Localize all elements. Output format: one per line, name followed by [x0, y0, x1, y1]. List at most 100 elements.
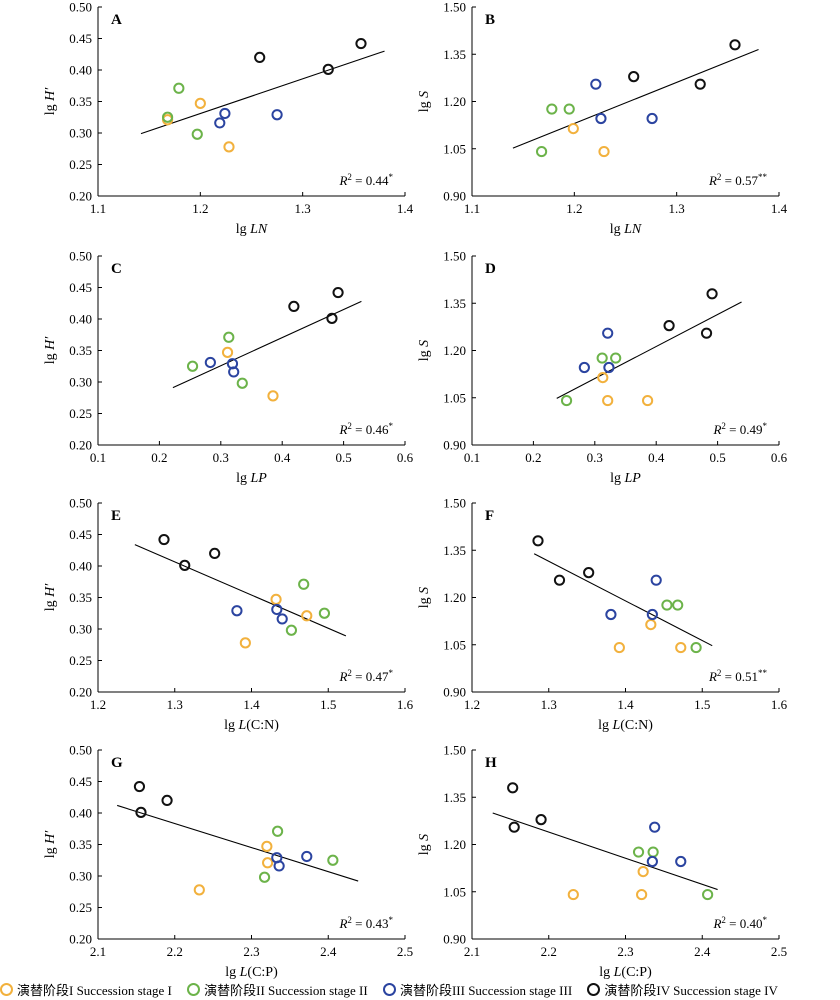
y-tick-label-f: 1.05 [443, 637, 466, 652]
r-squared-label-a: R2 = 0.44* [338, 172, 393, 188]
point-f-stage-3-2 [646, 608, 658, 621]
x-tick-label-b: 1.4 [771, 201, 788, 216]
legend-marker-stage-1 [0, 983, 13, 996]
point-f-stage-4-1 [532, 535, 544, 547]
point-a-stage-3-3 [271, 109, 283, 121]
point-h-stage-1-1 [567, 888, 579, 901]
regression-line-b [512, 49, 759, 149]
point-d-stage-2-3 [610, 352, 622, 364]
point-e-stage-1-1 [239, 637, 251, 649]
x-tick-label-f: 1.4 [617, 697, 634, 712]
point-h-stage-1-3 [637, 865, 649, 878]
point-b-stage-3-1 [590, 78, 602, 90]
y-tick-label-h: 1.20 [443, 837, 466, 852]
legend-marker-stage-2 [187, 983, 201, 996]
y-tick-label-g: 0.25 [69, 900, 92, 915]
legend-marker-stage-4 [587, 983, 601, 996]
r-squared-label-h: R2 = 0.40* [712, 915, 767, 931]
point-b-stage-4-3 [729, 39, 741, 51]
x-tick-label-c: 0.2 [151, 450, 167, 465]
y-tick-label-e: 0.45 [69, 527, 92, 542]
y-tick-label-c: 0.30 [69, 375, 92, 390]
point-e-stage-1-2 [270, 593, 282, 605]
legend-label-stage-4: 演替阶段IV Succession stage IV [604, 983, 778, 998]
panel-label-e: E [111, 508, 121, 524]
x-axis-label-c: lg LP [236, 471, 267, 486]
y-tick-label-c: 0.45 [69, 280, 92, 295]
y-tick-label-c: 0.35 [69, 343, 92, 358]
x-tick-label-a: 1.3 [295, 201, 311, 216]
x-tick-label-f: 1.3 [541, 697, 557, 712]
point-b-stage-2-3 [563, 103, 575, 115]
point-e-stage-4-2 [179, 559, 191, 571]
point-d-stage-4-1 [663, 320, 675, 332]
point-c-stage-2-1 [186, 360, 199, 372]
point-c-stage-1-2 [267, 390, 279, 402]
y-tick-label-a: 0.25 [69, 157, 92, 172]
x-tick-label-d: 0.6 [771, 450, 788, 465]
panel-label-b: B [485, 12, 495, 28]
panel-a: 0.20 0.25 0.30 0.35 0.40 0.45 0.50 1.1 1.2 1.3 1.4… [43, 0, 414, 237]
y-tick-label-f: 0.90 [443, 685, 466, 700]
point-b-stage-4-2 [694, 78, 706, 90]
y-tick-label-b: 1.35 [443, 47, 466, 62]
y-tick-label-d: 0.90 [443, 438, 466, 453]
point-g-stage-3-2 [273, 860, 285, 872]
point-d-stage-2-2 [596, 352, 608, 364]
y-axis-label-g: lg H′ [43, 830, 58, 859]
regression-line-g [117, 804, 359, 882]
panel-c: 0.20 0.25 0.30 0.35 0.40 0.45 0.50 0.1 0.2 0.3 0.4… [43, 249, 414, 487]
point-g-stage-2-1 [258, 871, 271, 883]
x-tick-label-h: 2.5 [771, 944, 787, 959]
point-a-stage-1-3 [223, 141, 235, 153]
x-tick-label-a: 1.4 [397, 201, 414, 216]
point-e-stage-2-1 [285, 624, 298, 636]
x-tick-label-d: 0.5 [709, 450, 725, 465]
point-e-stage-2-3 [318, 607, 331, 619]
y-axis-label-d: lg S [417, 340, 432, 361]
legend-item-stage-1: 演替阶段I Succession stage I [0, 982, 172, 1000]
panel-f: 0.90 1.05 1.20 1.35 1.50 1.2 1.3 1.4 1.5 1.6 Flg L… [417, 496, 788, 734]
point-c-stage-4-1 [288, 300, 300, 312]
point-b-stage-3-2 [595, 112, 607, 125]
point-a-stage-3-2 [219, 107, 231, 120]
regression-line-h [492, 812, 718, 891]
point-f-stage-1-1 [613, 641, 625, 654]
x-tick-label-c: 0.5 [335, 450, 351, 465]
panel-label-f: F [485, 508, 494, 524]
x-tick-label-e: 1.3 [167, 697, 183, 712]
point-d-stage-3-2 [602, 327, 614, 339]
y-tick-label-g: 0.35 [69, 837, 92, 852]
point-h-stage-4-2 [508, 821, 520, 833]
point-g-stage-3-3 [301, 850, 313, 863]
y-tick-label-b: 1.20 [443, 94, 466, 109]
point-c-stage-4-2 [326, 312, 338, 324]
point-h-stage-3-3 [675, 855, 687, 868]
y-tick-label-e: 0.40 [69, 559, 92, 574]
point-g-stage-4-2 [135, 806, 147, 818]
y-tick-label-h: 1.05 [443, 884, 466, 899]
point-d-stage-4-3 [706, 288, 718, 300]
y-tick-label-a: 0.45 [69, 31, 92, 46]
y-tick-label-h: 1.50 [443, 743, 466, 758]
x-tick-label-b: 1.3 [669, 201, 685, 216]
regression-line-d [556, 301, 742, 399]
point-g-stage-1-3 [262, 857, 274, 869]
point-a-stage-2-3 [191, 128, 203, 140]
y-tick-label-f: 1.35 [443, 543, 466, 558]
point-b-stage-2-1 [535, 145, 548, 158]
point-c-stage-1-1 [221, 346, 234, 358]
r-squared-label-c: R2 = 0.46* [338, 421, 393, 437]
x-tick-label-g: 2.4 [320, 944, 337, 959]
panel-label-h: H [485, 755, 497, 771]
point-c-stage-3-3 [228, 366, 240, 378]
y-axis-label-f: lg S [417, 587, 432, 608]
y-tick-label-d: 1.20 [443, 343, 466, 358]
y-tick-label-f: 1.50 [443, 496, 466, 511]
x-tick-label-a: 1.1 [90, 201, 106, 216]
regression-line-f [533, 553, 713, 647]
point-b-stage-3-3 [646, 112, 658, 125]
point-h-stage-3-2 [649, 821, 661, 833]
panel-d: 0.90 1.05 1.20 1.35 1.50 0.1 0.2 0.3 0.4 0.5 0.6 Dl… [417, 249, 788, 487]
